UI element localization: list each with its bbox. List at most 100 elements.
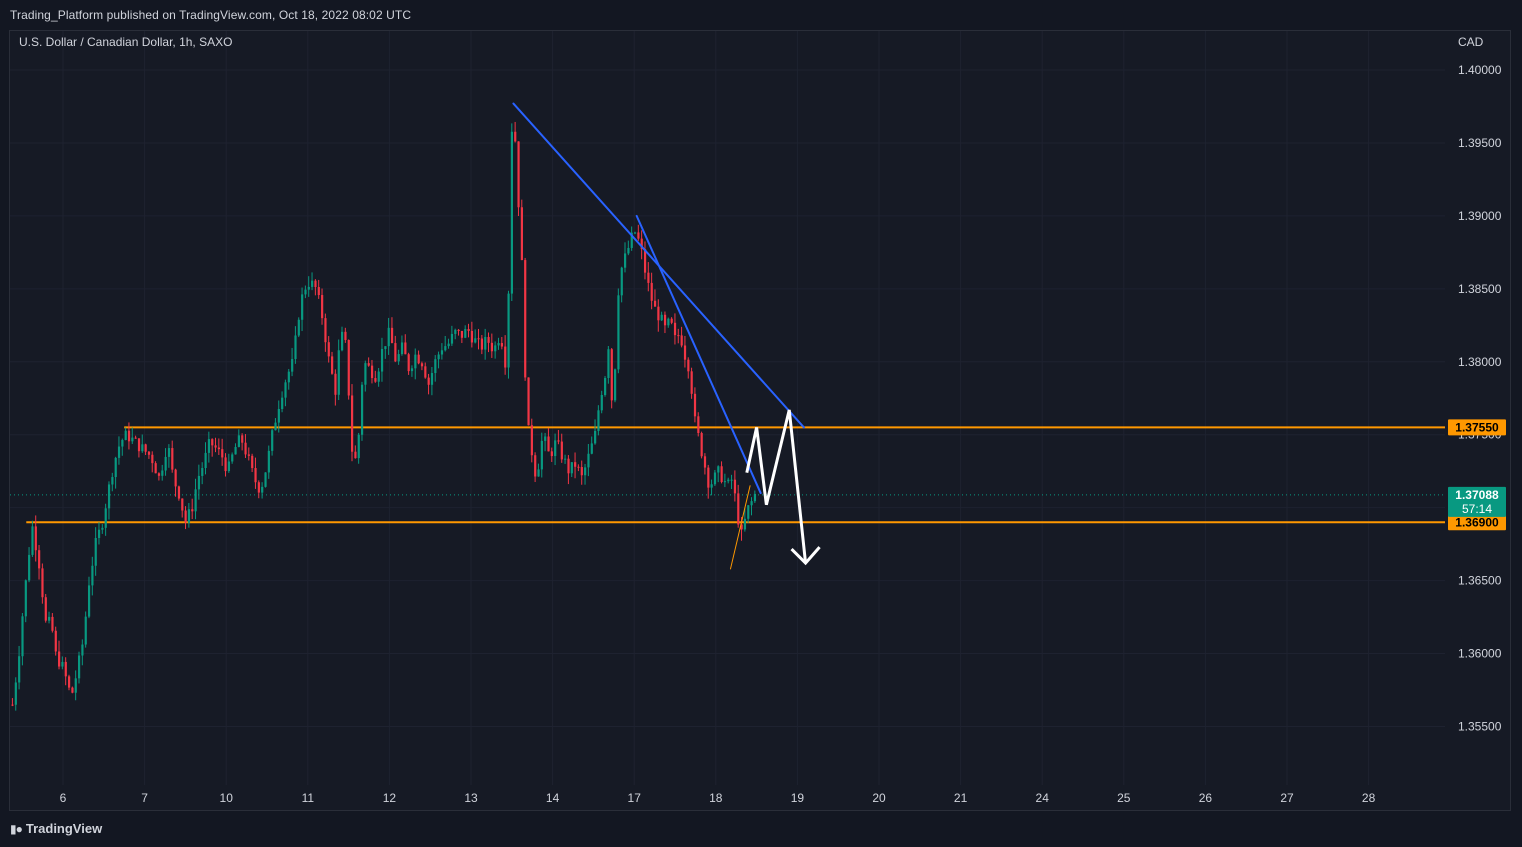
time-tick-label: 11	[302, 791, 315, 805]
time-tick-label: 21	[954, 791, 968, 805]
candle-body	[687, 359, 690, 372]
candle-body	[264, 472, 267, 487]
candle-body	[94, 537, 97, 566]
candle-body	[48, 616, 51, 621]
candle-body	[564, 458, 567, 460]
candle-body	[61, 661, 64, 667]
candle-body	[87, 585, 91, 617]
candle-body	[437, 354, 440, 360]
candle-body	[234, 446, 237, 455]
candle-body	[577, 466, 580, 468]
candle-body	[28, 554, 31, 581]
candle-body	[31, 526, 34, 555]
candle-body	[367, 363, 370, 366]
candle-body	[254, 468, 257, 483]
candle-body	[504, 346, 507, 368]
candle-body	[18, 656, 21, 683]
candle-body	[11, 704, 14, 706]
candle-body	[271, 430, 274, 451]
candle-body	[224, 457, 227, 472]
trendline-inner[interactable]	[635, 214, 762, 495]
candle-body	[600, 394, 603, 411]
candle-body	[753, 493, 757, 502]
candle-body	[637, 232, 640, 239]
candle-body	[497, 343, 500, 346]
candle-body	[157, 473, 161, 476]
symbol-label[interactable]: U.S. Dollar / Canadian Dollar, 1h, SAXO	[19, 35, 233, 49]
candle-body	[117, 446, 121, 458]
candle-body	[697, 416, 700, 434]
candle-body	[51, 616, 54, 631]
candle-body	[604, 377, 607, 395]
candle-body	[74, 678, 77, 693]
candle-body	[464, 329, 467, 338]
candle-body	[217, 447, 221, 450]
time-tick-label: 7	[141, 791, 148, 805]
footer-bar	[0, 811, 1522, 847]
candle-body	[364, 363, 367, 385]
time-tick-label: 24	[1036, 791, 1050, 805]
wedge-line[interactable]	[729, 485, 751, 570]
time-tick-label: 10	[220, 791, 234, 805]
candle-body	[221, 449, 224, 458]
candle-body	[444, 346, 447, 351]
candle-body	[407, 354, 410, 372]
candlestick-series	[11, 121, 757, 711]
price-tick-label: 1.36000	[1458, 647, 1502, 661]
candle-body	[334, 373, 337, 395]
candle-body	[750, 501, 753, 506]
candle-body	[677, 335, 680, 337]
candle-body	[537, 469, 540, 477]
candle-body	[390, 327, 394, 344]
candle-body	[204, 452, 207, 469]
candle-body	[257, 482, 260, 493]
candle-body	[544, 436, 547, 441]
candle-body	[171, 448, 174, 470]
candle-body	[154, 463, 157, 474]
candle-body	[104, 508, 107, 528]
candle-body	[557, 440, 560, 442]
time-axis: 6 7 10 11 12 13 14 17 18 19 20 21 24 25 26 27 28	[60, 791, 1376, 805]
candle-body	[294, 335, 297, 360]
candle-body	[311, 280, 314, 287]
candle-body	[207, 439, 211, 453]
candle-body	[344, 331, 347, 341]
candle-body	[530, 425, 533, 456]
currency-label[interactable]: CAD	[1458, 35, 1484, 49]
candle-body	[534, 455, 537, 477]
candle-body	[660, 314, 663, 321]
candle-body	[107, 484, 111, 509]
candle-body	[693, 393, 697, 417]
time-tick-label: 17	[628, 791, 642, 805]
published-byline: Trading_Platform published on TradingVie…	[10, 8, 412, 22]
candle-body	[24, 580, 27, 617]
candle-body	[211, 439, 214, 446]
time-tick-label: 28	[1362, 791, 1376, 805]
candle-body	[321, 295, 324, 319]
candle-body	[550, 451, 553, 457]
chart-pane[interactable]	[9, 30, 1511, 811]
candle-body	[34, 526, 37, 551]
candle-body	[174, 469, 177, 487]
candle-body	[640, 238, 643, 250]
tradingview-logo-icon: ▮●	[10, 821, 23, 836]
candle-body	[733, 479, 737, 494]
candle-body	[331, 356, 334, 374]
candle-body	[21, 616, 24, 657]
candle-body	[137, 438, 141, 452]
candle-body	[347, 340, 350, 396]
projection-path[interactable]	[745, 409, 808, 564]
candle-body	[417, 354, 420, 364]
tradingview-logo[interactable]: ▮● TradingView	[10, 821, 102, 836]
candle-body	[64, 661, 67, 677]
candle-body	[141, 444, 144, 452]
candle-body	[284, 382, 287, 398]
publish-header: Trading_Platform published on TradingVie…	[0, 0, 1522, 30]
candle-body	[454, 329, 457, 334]
candle-body	[623, 253, 627, 268]
candle-body	[350, 395, 354, 452]
time-tick-label: 6	[60, 791, 67, 805]
candle-body	[700, 433, 703, 457]
candle-body	[58, 651, 61, 667]
